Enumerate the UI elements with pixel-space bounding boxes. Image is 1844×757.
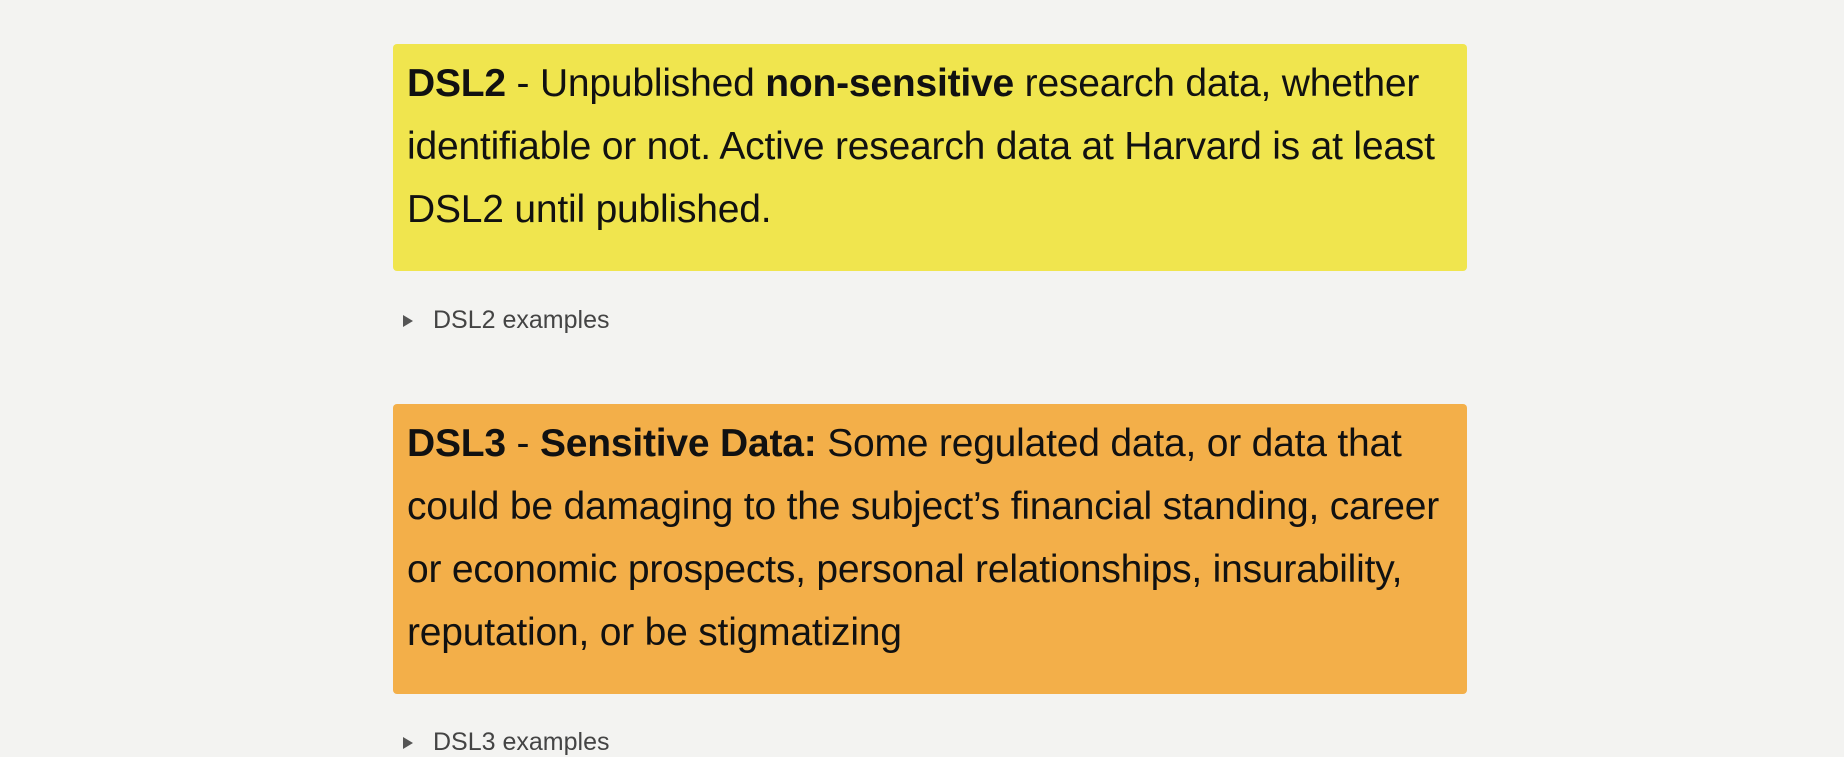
disclosure-triangle-icon [403, 314, 413, 327]
dsl2-level-label: DSL2 [407, 62, 506, 105]
dsl2-callout: DSL2 - Unpublished non-sensitive researc… [393, 44, 1467, 271]
dsl2-examples-label: DSL2 examples [433, 306, 610, 334]
dsl3-examples-label: DSL3 examples [433, 728, 610, 756]
dsl2-description: research data, whether identifiable or n… [407, 62, 1435, 231]
dsl2-emphasis: non-sensitive [765, 62, 1015, 105]
dsl2-examples-toggle[interactable]: DSL2 examples [403, 306, 609, 335]
dsl3-emphasis: Sensitive Data: [539, 422, 817, 465]
dsl3-level-label: DSL3 [407, 422, 506, 465]
disclosure-triangle-icon [403, 736, 413, 749]
dsl3-description: Some regulated data, or data that could … [407, 422, 1440, 654]
dsl3-callout: DSL3 - Sensitive Data: Some regulated da… [393, 404, 1467, 694]
dsl3-separator: - [505, 422, 540, 465]
dsl2-separator: - [505, 62, 540, 105]
dsl2-text-before: Unpublished [539, 62, 766, 105]
dsl3-examples-toggle[interactable]: DSL3 examples [403, 728, 609, 757]
